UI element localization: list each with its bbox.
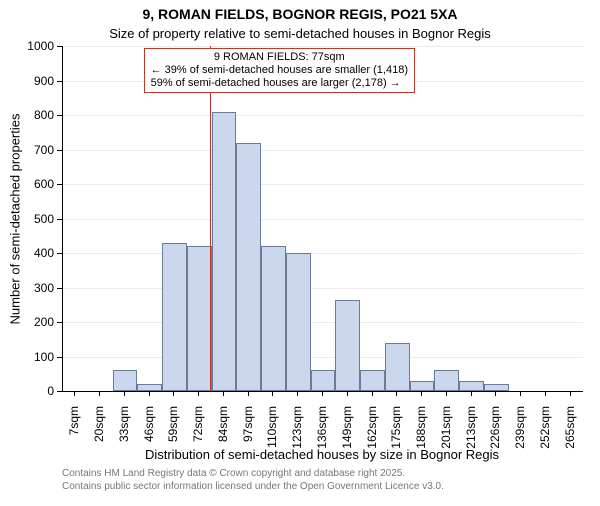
annotation-box: 9 ROMAN FIELDS: 77sqm← 39% of semi-detac…: [144, 48, 415, 94]
x-tick-label: 239sqm: [513, 406, 527, 506]
y-tick-mark: [57, 115, 62, 116]
x-tick-mark: [446, 391, 447, 396]
x-tick-mark: [396, 391, 397, 396]
x-tick-label: 7sqm: [67, 406, 81, 506]
y-gridline: [63, 184, 583, 185]
x-tick-mark: [347, 391, 348, 396]
x-tick-label: 20sqm: [92, 406, 106, 506]
histogram-bar: [137, 384, 162, 391]
x-tick-mark: [272, 391, 273, 396]
y-tick-label: 100: [0, 350, 54, 364]
annotation-line: 59% of semi-detached houses are larger (…: [151, 77, 408, 90]
histogram-bar: [212, 112, 237, 391]
x-tick-label: 110sqm: [265, 406, 279, 506]
histogram-bar: [187, 246, 212, 391]
x-tick-mark: [322, 391, 323, 396]
histogram-bar: [385, 343, 410, 391]
plot-area: 9 ROMAN FIELDS: 77sqm← 39% of semi-detac…: [62, 46, 583, 392]
x-tick-label: 123sqm: [290, 406, 304, 506]
y-gridline: [63, 115, 583, 116]
x-tick-label: 33sqm: [117, 406, 131, 506]
x-tick-mark: [223, 391, 224, 396]
y-tick-mark: [57, 391, 62, 392]
y-tick-mark: [57, 219, 62, 220]
y-tick-label: 0: [0, 384, 54, 398]
y-tick-mark: [57, 322, 62, 323]
chart-title-line2: Size of property relative to semi-detach…: [0, 26, 600, 41]
x-tick-mark: [198, 391, 199, 396]
y-tick-mark: [57, 357, 62, 358]
y-tick-mark: [57, 184, 62, 185]
histogram-bar: [236, 143, 261, 391]
y-gridline: [63, 288, 583, 289]
y-gridline: [63, 357, 583, 358]
chart-title-line1: 9, ROMAN FIELDS, BOGNOR REGIS, PO21 5XA: [0, 6, 600, 22]
y-tick-mark: [57, 46, 62, 47]
x-tick-mark: [372, 391, 373, 396]
y-tick-mark: [57, 81, 62, 82]
x-tick-mark: [545, 391, 546, 396]
x-tick-label: 175sqm: [389, 406, 403, 506]
x-tick-mark: [99, 391, 100, 396]
x-tick-label: 149sqm: [340, 406, 354, 506]
x-tick-label: 252sqm: [538, 406, 552, 506]
x-tick-label: 213sqm: [464, 406, 478, 506]
histogram-bar: [410, 381, 435, 391]
annotation-line: ← 39% of semi-detached houses are smalle…: [151, 64, 408, 77]
x-tick-label: 162sqm: [365, 406, 379, 506]
chart-root: 9, ROMAN FIELDS, BOGNOR REGIS, PO21 5XA …: [0, 0, 600, 500]
y-tick-label: 800: [0, 108, 54, 122]
histogram-bar: [484, 384, 509, 391]
histogram-bar: [286, 253, 311, 391]
y-tick-label: 900: [0, 74, 54, 88]
x-tick-mark: [570, 391, 571, 396]
y-tick-mark: [57, 150, 62, 151]
x-tick-mark: [173, 391, 174, 396]
y-tick-label: 400: [0, 246, 54, 260]
x-tick-mark: [124, 391, 125, 396]
histogram-bar: [360, 370, 385, 391]
y-tick-mark: [57, 253, 62, 254]
x-tick-mark: [248, 391, 249, 396]
x-tick-label: 46sqm: [142, 406, 156, 506]
y-tick-label: 600: [0, 177, 54, 191]
histogram-bar: [162, 243, 187, 391]
histogram-bar: [459, 381, 484, 391]
histogram-bar: [311, 370, 336, 391]
x-tick-label: 97sqm: [241, 406, 255, 506]
x-tick-label: 188sqm: [414, 406, 428, 506]
property-marker-line: [210, 46, 211, 391]
x-tick-label: 72sqm: [191, 406, 205, 506]
y-gridline: [63, 322, 583, 323]
annotation-line: 9 ROMAN FIELDS: 77sqm: [151, 51, 408, 64]
y-tick-label: 700: [0, 143, 54, 157]
y-tick-label: 200: [0, 315, 54, 329]
x-tick-mark: [471, 391, 472, 396]
histogram-bar: [113, 370, 138, 391]
x-tick-label: 226sqm: [488, 406, 502, 506]
x-tick-mark: [74, 391, 75, 396]
histogram-bar: [335, 300, 360, 391]
y-tick-label: 500: [0, 212, 54, 226]
x-tick-mark: [520, 391, 521, 396]
x-tick-mark: [421, 391, 422, 396]
x-tick-mark: [149, 391, 150, 396]
y-tick-label: 300: [0, 281, 54, 295]
y-gridline: [63, 150, 583, 151]
y-tick-label: 1000: [0, 39, 54, 53]
x-tick-label: 136sqm: [315, 406, 329, 506]
x-tick-label: 59sqm: [166, 406, 180, 506]
x-tick-mark: [495, 391, 496, 396]
y-gridline: [63, 219, 583, 220]
y-tick-mark: [57, 288, 62, 289]
y-gridline: [63, 253, 583, 254]
histogram-bar: [261, 246, 286, 391]
x-tick-label: 84sqm: [216, 406, 230, 506]
x-tick-mark: [297, 391, 298, 396]
x-tick-label: 265sqm: [563, 406, 577, 506]
histogram-bar: [434, 370, 459, 391]
x-tick-label: 201sqm: [439, 406, 453, 506]
